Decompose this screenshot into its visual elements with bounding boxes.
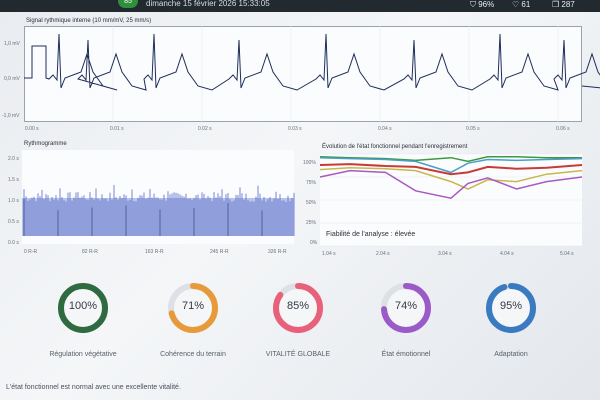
status-bar: 85 dimanche 15 février 2026 15:33:05 ⛉ 9… [0,0,600,12]
rhythm-xtick: 326 R-R [268,249,287,255]
gauge-arc [58,283,108,333]
gauge-label: Cohérence du terrain [160,351,226,358]
gauge-ring [168,283,218,333]
rhythm-ytick: 1.5 s [8,177,19,183]
series-line-0 [319,156,582,163]
gauge-3[interactable]: 74% [379,281,433,335]
rhythmogram-chart [22,185,295,236]
evolution-ytick: 0% [310,240,318,246]
ecg-ytick: 0,0 mV [4,76,20,82]
rhythm-xtick: 82 R-R [82,249,98,255]
ecg-waveform [24,26,600,122]
rhythm-ytick: 0.0 s [8,240,19,246]
evolution-xtick: 3.04 s [438,251,452,257]
ecg-xtick: 0.05 s [466,126,480,132]
chat-icon: ❐ [552,0,560,9]
evolution-chart [319,153,583,247]
ecg-title: Signal rythmique interne (10 mm/mV, 25 m… [26,18,152,24]
rhythm-ytick: 0.5 s [8,219,19,225]
ecg-xtick: 0.01 s [110,126,124,132]
series-line-3 [319,167,583,190]
gauge-value: 71% [181,300,205,312]
ecg-ytick: -1,0 mV [2,113,20,119]
gauge-label: Adaptation [494,351,528,358]
evolution-xtick: 1.04 s [322,251,336,257]
evolution-ytick: 75% [306,180,317,186]
ecg-ytick: 1,0 mV [4,41,20,47]
ecg-panel [24,26,582,122]
gauge-1[interactable]: 71% [166,281,220,335]
gauge-label: Régulation végétative [49,351,117,358]
series-line-1 [319,156,583,174]
score-badge[interactable]: 85 [118,0,138,8]
gauge-arc [168,283,218,333]
ecg-xtick: 0.06 s [556,126,570,132]
ecg-xtick: 0.00 s [25,126,39,132]
gauge-label: État émotionnel [381,351,431,358]
gauge-value: 85% [286,300,310,312]
gauge-2[interactable]: 85% [271,281,325,335]
gauge-0[interactable]: 100% [56,281,110,335]
gauge-arc [486,283,536,333]
gauge-ring [381,283,431,333]
evolution-xtick: 2.04 s [376,251,390,257]
ecg-trace [24,33,600,91]
battery-indicator: ⛉ 96% [470,0,495,9]
heart-icon: ♡ [512,0,520,9]
shield-icon: ⛉ [470,0,476,9]
rhythm-ytick: 2.0 s [8,156,19,162]
gauge-ring [58,283,108,333]
rhythm-xtick: 0 R-R [24,249,38,255]
count-indicator: ❐ 287 [552,0,575,9]
gauge-value: 100% [68,300,98,312]
evolution-title: Évolution de l'état fonctionnel pendant … [322,144,468,150]
evolution-xtick: 5.04 s [560,251,574,257]
rhythm-xtick: 245 R-R [210,249,229,255]
rhythm-ytick: 1.0 s [8,198,19,204]
status-message: L'état fonctionnel est normal avec une e… [6,384,181,391]
evolution-ytick: 100% [303,160,316,166]
evolution-xtick: 4.04 s [500,251,514,257]
ecg-xtick: 0.03 s [288,126,302,132]
rhythm-title: Rythmogramme [24,141,67,147]
gauge-value: 74% [394,300,418,312]
gauge-label: VITALITÉ GLOBALE [265,351,331,358]
gauge-arc [273,283,323,333]
reliability-label: Fiabilité de l'analyse : élevée [324,231,418,238]
ecg-xtick: 0.04 s [378,126,392,132]
rhythm-xtick: 163 R-R [145,249,164,255]
ecg-xtick: 0.02 s [198,126,212,132]
evolution-ytick: 50% [306,200,317,206]
series-line-4 [319,169,583,200]
gauge-arc [381,283,431,333]
series-line-2 [319,163,583,176]
timestamp: dimanche 15 février 2026 15:33:05 [146,0,270,8]
gauge-ring [486,283,536,333]
gauge-4[interactable]: 95% [484,281,538,335]
gauge-ring [273,283,323,333]
evolution-ytick: 25% [306,220,317,226]
likes-indicator: ♡ 61 [512,0,531,9]
gauge-value: 95% [499,300,523,312]
